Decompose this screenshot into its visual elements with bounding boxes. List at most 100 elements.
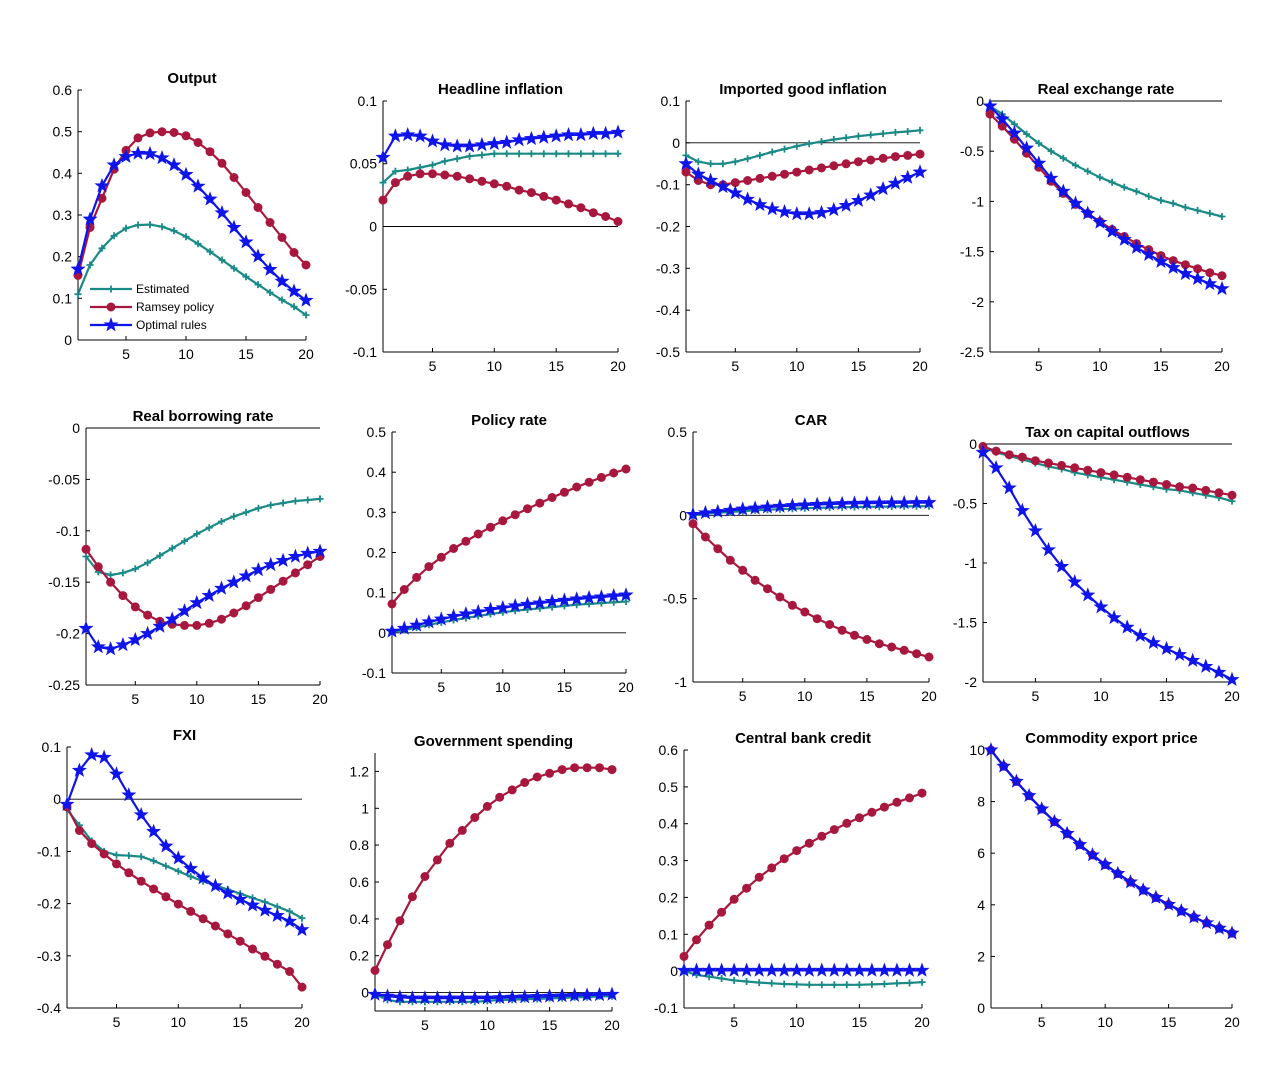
data-point-circle xyxy=(217,158,227,168)
y-tick-label: 0.8 xyxy=(350,837,370,853)
series-line xyxy=(683,792,923,958)
data-point-circle xyxy=(1201,485,1211,495)
data-point-plus xyxy=(781,145,788,153)
y-tick-label: 1 xyxy=(361,800,369,816)
data-point-plus xyxy=(218,256,226,264)
series-optimal-rules xyxy=(983,742,1240,940)
data-point-plus xyxy=(805,981,813,989)
data-point-circle xyxy=(576,203,586,213)
data-point-plus xyxy=(298,914,306,922)
panel-central-bank-credit: Central bank credit -0.1 0 0.1 0.2 0.3 0.4 0.5 0… xyxy=(654,730,930,1030)
data-point-plus xyxy=(916,126,924,134)
x-tick-label: 15 xyxy=(238,346,254,362)
data-point-plus xyxy=(302,311,310,319)
data-point-circle xyxy=(173,899,183,909)
y-tick-label: -0.5 xyxy=(953,496,977,512)
data-point-star xyxy=(1084,847,1100,862)
data-point-circle xyxy=(1017,452,1027,462)
x-tick-label: 20 xyxy=(1214,358,1230,374)
data-point-star xyxy=(777,204,793,219)
y-tick-label: -2.5 xyxy=(960,344,984,360)
data-point-circle xyxy=(607,765,617,775)
data-point-plus xyxy=(1181,203,1189,211)
data-point-circle xyxy=(157,127,167,137)
y-tick-label: 0.1 xyxy=(42,739,62,755)
data-point-circle xyxy=(169,128,179,137)
panel-title: Output xyxy=(167,70,216,87)
series-ramsey-policy xyxy=(387,464,631,609)
data-point-circle xyxy=(837,625,847,635)
data-point-circle xyxy=(1205,268,1215,278)
y-tick-label: 0 xyxy=(361,985,369,1001)
data-point-plus xyxy=(74,290,82,298)
data-point-star xyxy=(412,128,428,143)
data-point-star xyxy=(108,766,124,781)
y-tick-label: 4 xyxy=(977,897,985,913)
data-point-circle xyxy=(253,203,263,212)
data-point-circle xyxy=(399,585,409,594)
data-point-star xyxy=(1055,183,1071,198)
data-point-star xyxy=(379,988,395,1003)
y-tick-label: 0 xyxy=(977,1000,985,1016)
data-point-circle xyxy=(892,797,902,807)
data-point-star xyxy=(70,261,86,276)
series-ramsey-policy xyxy=(986,745,1237,938)
data-point-star xyxy=(504,989,520,1004)
data-point-star xyxy=(789,962,805,977)
y-tick-label: 0.5 xyxy=(659,779,679,795)
series-ramsey-policy xyxy=(62,802,307,992)
data-point-star xyxy=(727,185,743,200)
data-point-star xyxy=(532,595,548,610)
data-point-circle xyxy=(595,763,604,773)
data-point-plus xyxy=(242,273,250,281)
data-point-circle xyxy=(584,477,594,487)
data-point-circle xyxy=(495,792,505,802)
data-point-circle xyxy=(767,863,777,873)
data-point-circle xyxy=(498,516,508,526)
data-point-plus xyxy=(1108,178,1116,186)
data-point-plus xyxy=(162,862,170,870)
data-point-star xyxy=(1199,915,1215,930)
data-point-star xyxy=(851,962,867,977)
data-point-circle xyxy=(750,575,760,585)
data-point-plus xyxy=(585,600,593,608)
data-point-star xyxy=(170,850,186,865)
data-point-plus xyxy=(1084,167,1092,175)
data-point-star xyxy=(1110,865,1126,880)
data-point-plus xyxy=(194,240,202,248)
data-point-star xyxy=(542,988,558,1003)
series-estimated xyxy=(682,126,924,168)
data-point-plus xyxy=(1133,187,1140,195)
series-ramsey-policy xyxy=(679,788,927,961)
data-point-plus xyxy=(705,973,713,981)
data-point-circle xyxy=(526,188,536,198)
x-tick-label: 15 xyxy=(852,1014,868,1030)
data-point-plus xyxy=(279,499,287,507)
data-point-circle xyxy=(390,178,400,188)
y-tick-label: 0 xyxy=(969,436,977,452)
data-point-star xyxy=(988,459,1004,475)
panel-imported-good-inflation: Imported good inflation -0.5 -0.4 -0.3 -0.2 -… xyxy=(656,81,928,374)
y-tick-label: 0.4 xyxy=(367,464,387,480)
data-point-star xyxy=(517,989,533,1004)
data-point-star xyxy=(499,134,515,149)
x-tick-label: 5 xyxy=(739,688,747,704)
data-point-circle xyxy=(457,825,467,835)
data-point-circle xyxy=(136,876,146,886)
data-point-star xyxy=(1021,787,1037,803)
panel-title: Real borrowing rate xyxy=(133,408,274,425)
data-point-circle xyxy=(93,562,103,572)
y-tick-label: -1 xyxy=(675,674,688,690)
data-point-plus xyxy=(768,148,776,156)
data-point-star xyxy=(1106,609,1122,625)
data-point-plus xyxy=(230,264,238,272)
legend-label: Estimated xyxy=(136,282,189,296)
panel-real-borrowing-rate: Real borrowing rate -0.25 -0.2 -0.15 -0.1 -0.… xyxy=(48,408,328,707)
data-point-star xyxy=(703,172,719,187)
data-point-plus xyxy=(218,518,225,525)
series-optimal-rules xyxy=(375,124,626,164)
data-point-star xyxy=(1067,195,1083,210)
data-point-star xyxy=(262,261,278,276)
x-tick-label: 5 xyxy=(131,691,139,707)
data-point-star xyxy=(1158,640,1174,656)
